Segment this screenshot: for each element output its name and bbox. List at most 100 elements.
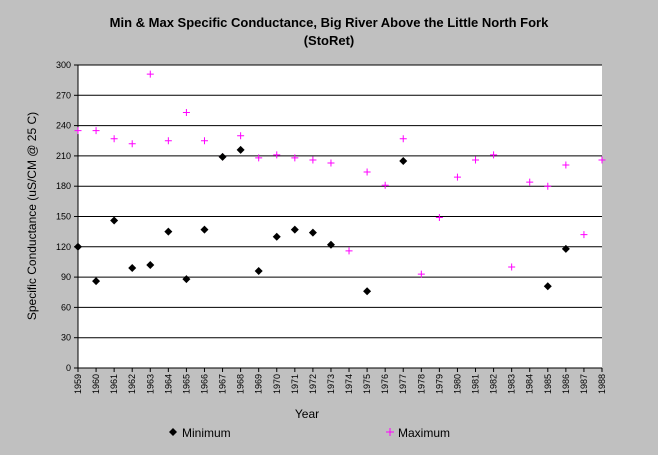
minimum-point [74,242,82,251]
maximum-point [273,151,281,159]
x-tick-label: 1977 [398,374,408,394]
maximum-point [309,156,317,164]
maximum-point [363,168,371,176]
maximum-point [128,140,136,148]
maximum-point [417,270,425,278]
maximum-point [598,156,606,164]
x-tick-label: 1973 [326,374,336,394]
x-tick-label: 1979 [434,374,444,394]
legend-marker-minimum [169,428,177,436]
x-tick-label: 1986 [561,374,571,394]
minimum-point [561,244,570,253]
minimum-point [399,156,408,165]
gridlines [78,64,602,339]
legend-marker-maximum [386,428,394,436]
x-tick-label: 1964 [163,374,173,394]
minimum-point [128,264,137,273]
maximum-point [490,151,498,159]
maximum-point [472,156,480,164]
chart-title: Min & Max Specific Conductance, Big Rive… [110,15,549,30]
minimum-point [182,275,191,284]
chart-subtitle: (StoRet) [304,33,355,48]
series-maximum [74,70,606,278]
x-tick-label: 1961 [109,374,119,394]
maximum-point [146,70,154,78]
x-tick-label: 1985 [543,374,553,394]
minimum-point [146,260,155,269]
minimum-point [290,225,299,234]
x-tick-label: 1960 [91,374,101,394]
maximum-point [237,132,245,140]
y-tick-label: 30 [61,333,71,343]
y-tick-label: 180 [56,181,71,191]
maximum-point [435,214,443,222]
y-tick-label: 270 [56,90,71,100]
maximum-point [508,263,516,271]
minimum-point [164,227,173,236]
y-tick-label: 150 [56,212,71,222]
y-tick-label: 120 [56,242,71,252]
maximum-point [544,182,552,190]
maximum-point [255,154,263,162]
x-tick-label: 1980 [452,374,462,394]
y-tick-label: 240 [56,121,71,131]
minimum-point [92,277,101,286]
minimum-point [200,225,209,234]
minimum-point [110,216,119,225]
x-tick-label: 1975 [362,374,372,394]
y-tick-label: 0 [66,363,71,373]
x-tick-label: 1970 [272,374,282,394]
x-tick-label: 1963 [145,374,155,394]
minimum-point [308,228,317,237]
y-tick-label: 90 [61,272,71,282]
minimum-point [363,287,372,296]
y-tick-label: 300 [56,60,71,70]
maximum-point [399,135,407,143]
maximum-point [200,137,208,145]
x-tick-label: 1968 [236,374,246,394]
x-tick-label: 1959 [73,374,83,394]
x-tick-label: 1969 [254,374,264,394]
x-tick-label: 1987 [579,374,589,394]
maximum-point [92,127,100,135]
maximum-point [453,173,461,181]
y-axis-ticks: 0 30 60 90 120 150 180 210 240 270 300 [56,60,78,373]
legend-label-minimum: Minimum [182,426,231,440]
series-minimum [74,145,570,296]
minimum-point [236,145,245,154]
y-tick-label: 60 [61,302,71,312]
x-tick-label: 1966 [199,374,209,394]
x-axis-ticks: 1959 1960 1961 1962 1963 1964 1965 1966 1967 1968… [73,368,607,394]
maximum-point [182,108,190,116]
maximum-point [562,161,570,169]
y-axis-label: Specific Conductance (uS/CM @ 25 C) [25,112,39,320]
minimum-point [326,240,335,249]
x-tick-label: 1974 [344,374,354,394]
x-tick-label: 1972 [308,374,318,394]
x-tick-label: 1962 [127,374,137,394]
x-tick-label: 1981 [471,374,481,394]
maximum-point [110,135,118,143]
minimum-point [272,232,281,241]
maximum-point [381,181,389,189]
x-tick-label: 1967 [218,374,228,394]
maximum-point [291,154,299,162]
x-tick-label: 1982 [489,374,499,394]
x-tick-label: 1983 [507,374,517,394]
x-tick-label: 1988 [597,374,607,394]
maximum-point [526,178,534,186]
minimum-point [543,282,552,291]
maximum-point [345,247,353,255]
x-tick-label: 1978 [416,374,426,394]
x-axis-label: Year [295,407,319,421]
x-tick-label: 1971 [290,374,300,394]
x-tick-label: 1976 [380,374,390,394]
maximum-point [580,231,588,239]
minimum-point [254,267,263,276]
x-tick-label: 1984 [525,374,535,394]
y-tick-label: 210 [56,151,71,161]
maximum-point [164,137,172,145]
maximum-point [74,127,82,135]
